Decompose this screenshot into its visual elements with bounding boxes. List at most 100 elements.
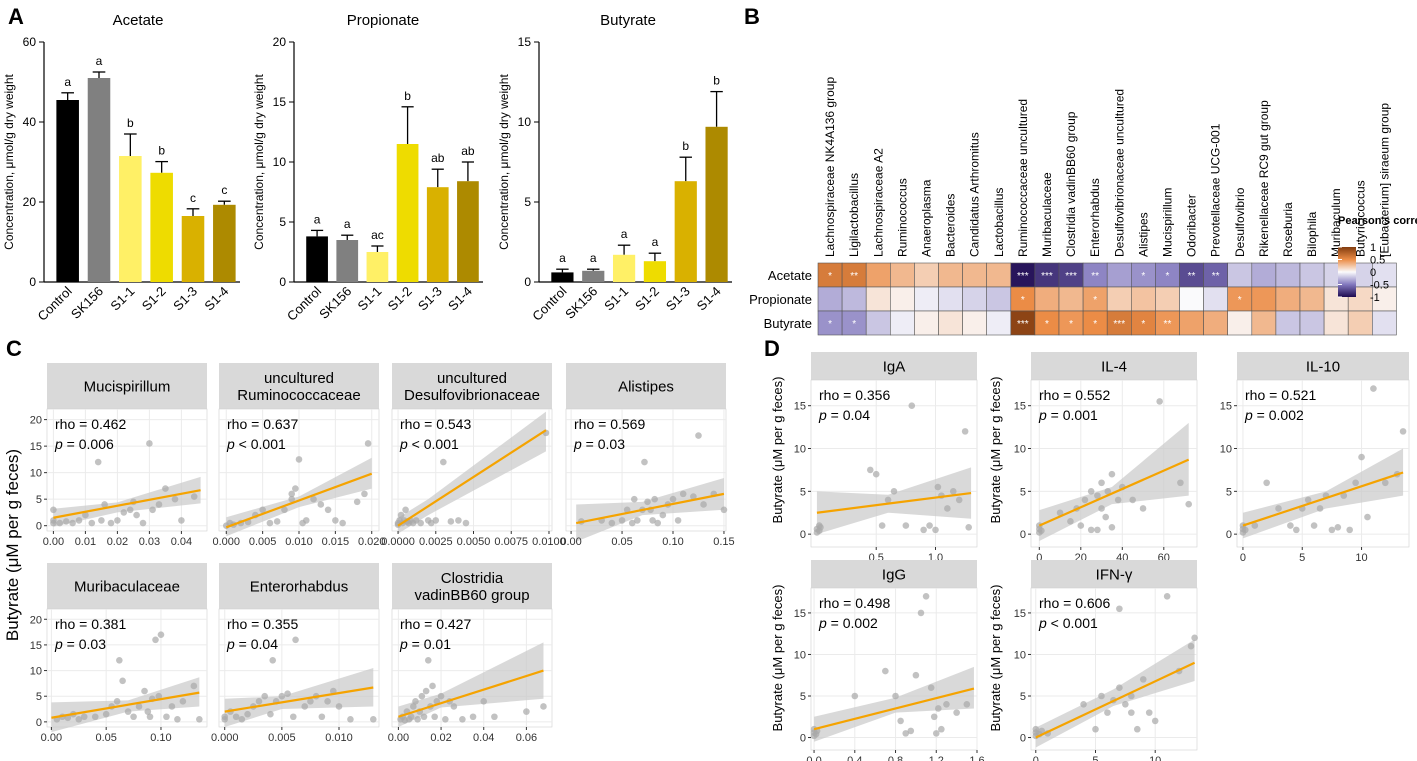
bar-control bbox=[56, 100, 79, 282]
bar-s1-2 bbox=[396, 144, 419, 282]
bar-s1-1 bbox=[119, 156, 142, 282]
rho-annotation: rho = 0.355 bbox=[227, 616, 298, 632]
facet-title: Alistipes bbox=[618, 378, 674, 395]
y-tick-label: 10 bbox=[30, 666, 42, 678]
data-point bbox=[179, 698, 187, 705]
heatmap-cell bbox=[817, 262, 843, 288]
y-tick-label: 0 bbox=[1020, 733, 1026, 745]
heatmap-column-label: Ruminococcus bbox=[895, 178, 909, 257]
data-point bbox=[75, 716, 83, 723]
heatmap-column-label: Roseburia bbox=[1281, 202, 1295, 257]
x-tick-label: 0.020 bbox=[358, 536, 386, 548]
data-point bbox=[1087, 526, 1095, 534]
y-tick-label: 15 bbox=[794, 608, 806, 620]
data-point bbox=[917, 609, 925, 617]
data-point bbox=[659, 511, 667, 519]
facet-title: IL-4 bbox=[1101, 358, 1127, 375]
heatmap-column-label: Anaeroplasma bbox=[919, 179, 933, 257]
data-point bbox=[1346, 526, 1353, 534]
data-point bbox=[1316, 505, 1324, 512]
y-tick-label: 10 bbox=[518, 115, 532, 129]
data-point bbox=[135, 703, 143, 710]
heatmap-column-label: Bacteroides bbox=[944, 194, 958, 257]
p-value: = 0.03 bbox=[63, 636, 106, 652]
data-point bbox=[469, 713, 477, 721]
data-point bbox=[107, 519, 115, 527]
heatmap-cell bbox=[1034, 310, 1060, 336]
data-point bbox=[1094, 526, 1101, 534]
significance-stars: * bbox=[1165, 271, 1169, 282]
facet-title: vadinBB60 group bbox=[414, 587, 529, 604]
significance-stars: *** bbox=[1065, 271, 1077, 282]
heatmap-cell bbox=[841, 310, 867, 336]
heatmap-cell bbox=[1155, 286, 1180, 312]
confidence-band bbox=[226, 457, 372, 537]
data-point bbox=[628, 519, 636, 527]
y-tick-label: 5 bbox=[1226, 486, 1232, 498]
p-annotation: p = 0.002 bbox=[1244, 407, 1304, 423]
heatmap-cell bbox=[1058, 286, 1084, 312]
x-tick-label: S1-1 bbox=[355, 284, 385, 314]
bar-s1-3 bbox=[426, 187, 449, 282]
p-symbol: p bbox=[818, 407, 827, 423]
data-point bbox=[1081, 496, 1089, 504]
bar-s1-4 bbox=[705, 126, 728, 282]
data-point bbox=[273, 518, 281, 525]
data-point bbox=[149, 506, 156, 514]
x-tick-label: 0.10 bbox=[662, 536, 683, 548]
y-tick-label: 0 bbox=[1226, 529, 1232, 541]
data-point bbox=[244, 710, 251, 718]
data-point bbox=[288, 495, 296, 503]
confidence-band bbox=[816, 467, 972, 535]
facet-title: IFN-γ bbox=[1096, 566, 1133, 583]
facet-title: Mucispirillum bbox=[84, 378, 171, 395]
y-tick-label: 10 bbox=[794, 649, 806, 661]
data-point bbox=[1032, 725, 1040, 733]
heatmap-cell bbox=[841, 286, 867, 312]
x-tick-label: S1-2 bbox=[632, 284, 662, 314]
heatmap-column-label: Ligilactobacillus bbox=[847, 173, 861, 257]
heatmap-cell bbox=[1323, 310, 1349, 336]
data-point bbox=[1104, 709, 1111, 716]
significance-stars: * bbox=[828, 271, 832, 282]
data-point bbox=[955, 496, 963, 504]
data-point bbox=[1156, 398, 1163, 405]
p-value: < 0.001 bbox=[1047, 615, 1098, 631]
significance-stars: ** bbox=[1212, 271, 1220, 282]
y-tick-label: 5 bbox=[800, 486, 806, 498]
heatmap-cell bbox=[962, 310, 987, 336]
heatmap-cell bbox=[1179, 310, 1204, 336]
heatmap-cell bbox=[889, 310, 915, 336]
data-point bbox=[1098, 479, 1105, 487]
significance-stars: *** bbox=[1113, 319, 1125, 330]
p-value: = 0.006 bbox=[63, 436, 114, 452]
bar-s1-3 bbox=[674, 181, 697, 282]
chart-title: Propionate bbox=[347, 12, 420, 29]
rho-annotation: rho = 0.637 bbox=[227, 416, 298, 432]
significance-letter: a bbox=[559, 251, 566, 265]
heatmap-cell bbox=[1227, 310, 1253, 336]
data-point bbox=[56, 519, 64, 527]
data-point bbox=[221, 713, 229, 721]
data-point bbox=[1151, 717, 1159, 725]
heatmap-cell bbox=[1058, 262, 1084, 288]
heatmap-column-label: Enterorhabdus bbox=[1088, 178, 1102, 257]
data-point bbox=[927, 684, 935, 691]
rho-annotation: rho = 0.569 bbox=[574, 416, 645, 432]
data-point bbox=[157, 631, 165, 638]
heatmap-column-label: Muribaculum bbox=[1329, 188, 1343, 257]
data-point bbox=[1116, 684, 1123, 691]
p-annotation: p = 0.03 bbox=[573, 436, 625, 452]
data-point bbox=[440, 458, 447, 466]
data-point bbox=[1242, 526, 1249, 534]
significance-stars: * bbox=[1021, 295, 1025, 306]
x-tick-label: Control bbox=[529, 283, 569, 323]
data-point bbox=[630, 495, 638, 503]
x-tick-label: 5 bbox=[1092, 755, 1098, 761]
data-point bbox=[162, 485, 169, 492]
data-point bbox=[618, 517, 626, 524]
regression-line bbox=[1035, 661, 1196, 739]
panel-label-c: C bbox=[6, 336, 22, 361]
x-tick-label: 0.8 bbox=[888, 755, 903, 761]
